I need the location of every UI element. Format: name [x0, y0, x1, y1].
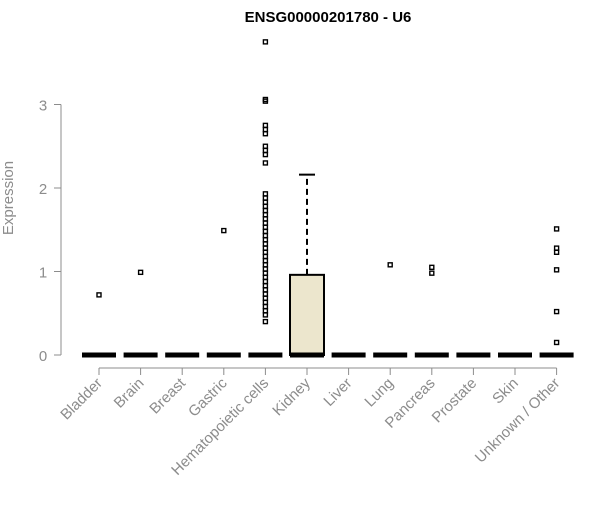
- outlier-point: [429, 270, 435, 276]
- x-tick-label-brain: Brain: [111, 375, 148, 412]
- outlier-point: [262, 199, 269, 205]
- outlier-point: [262, 122, 269, 129]
- outlier-point: [262, 299, 269, 306]
- x-tick-label-skin: Skin: [489, 375, 522, 408]
- outlier-point: [387, 262, 393, 268]
- outlier-point: [262, 318, 269, 325]
- y-tick-label: 2: [39, 181, 47, 198]
- x-tick-label-liver: Liver: [320, 375, 355, 410]
- box-unknown-other: [539, 226, 574, 358]
- x-tick-label-bladder: Bladder: [57, 375, 106, 424]
- outlier-point: [262, 266, 269, 272]
- outlier-point: [262, 131, 269, 137]
- outlier-point: [262, 257, 269, 264]
- outlier-point: [262, 203, 269, 210]
- outlier-point: [137, 269, 144, 276]
- outlier-point: [553, 245, 560, 251]
- outlier-point: [221, 227, 227, 234]
- box-brain: [123, 269, 158, 358]
- outlier-point: [553, 249, 560, 255]
- outlier-point: [262, 143, 269, 149]
- outlier-point: [262, 274, 269, 281]
- outlier-point: [262, 241, 269, 247]
- outlier-point: [262, 308, 269, 314]
- outlier-point: [262, 303, 269, 310]
- outlier-point: [262, 270, 269, 276]
- outlier-point: [262, 147, 269, 154]
- outlier-point: [262, 262, 269, 268]
- box-lung: [373, 262, 408, 358]
- outlier-point: [553, 226, 560, 232]
- outlier-point: [262, 245, 269, 251]
- outlier-point: [262, 295, 269, 301]
- outlier-point: [262, 228, 269, 235]
- x-tick-label-breast: Breast: [146, 374, 189, 417]
- chart-title: ENSG00000201780 - U6: [245, 9, 412, 26]
- box-gastric: [206, 227, 241, 358]
- outlier-point: [96, 292, 102, 298]
- outlier-point: [262, 216, 269, 222]
- outlier-point: [262, 98, 269, 104]
- outlier-point: [262, 253, 269, 260]
- y-axis: 0 1 2 3: [39, 98, 62, 365]
- box-pancreas: [414, 264, 449, 358]
- outlier-point: [262, 39, 269, 45]
- y-tick-label: 3: [39, 98, 47, 115]
- x-tick-label-lung: Lung: [361, 375, 397, 411]
- outlier-point: [553, 267, 560, 273]
- outlier-point: [262, 191, 269, 197]
- x-tick-label-kidney: Kidney: [269, 374, 314, 419]
- x-tick-label-prostate: Prostate: [429, 375, 481, 427]
- outlier-point: [262, 126, 269, 133]
- box-series: [82, 39, 574, 358]
- outlier-point: [262, 312, 269, 318]
- outlier-point: [262, 151, 269, 158]
- box-body: [289, 273, 325, 356]
- outlier-point: [262, 287, 269, 293]
- y-axis-label: Expression: [0, 161, 17, 235]
- outlier-point: [262, 278, 269, 285]
- y-tick-label: 1: [39, 265, 47, 282]
- box-bladder: [82, 292, 116, 358]
- outlier-point: [262, 224, 269, 230]
- outlier-point: [262, 160, 269, 166]
- outlier-point: [553, 308, 560, 315]
- outlier-point: [262, 282, 269, 289]
- outlier-point: [553, 339, 560, 346]
- outlier-point: [262, 207, 269, 214]
- outlier-point: [262, 237, 269, 243]
- outlier-point: [429, 264, 435, 271]
- outlier-point: [262, 232, 269, 239]
- box-hematopoietic-cells: [248, 39, 283, 358]
- box-kidney: [289, 173, 325, 358]
- outlier-point: [262, 291, 269, 297]
- outlier-point: [262, 220, 269, 226]
- outlier-point: [262, 249, 269, 255]
- y-tick-label: 0: [39, 348, 47, 365]
- outlier-point: [262, 212, 269, 218]
- outlier-point: [262, 195, 269, 201]
